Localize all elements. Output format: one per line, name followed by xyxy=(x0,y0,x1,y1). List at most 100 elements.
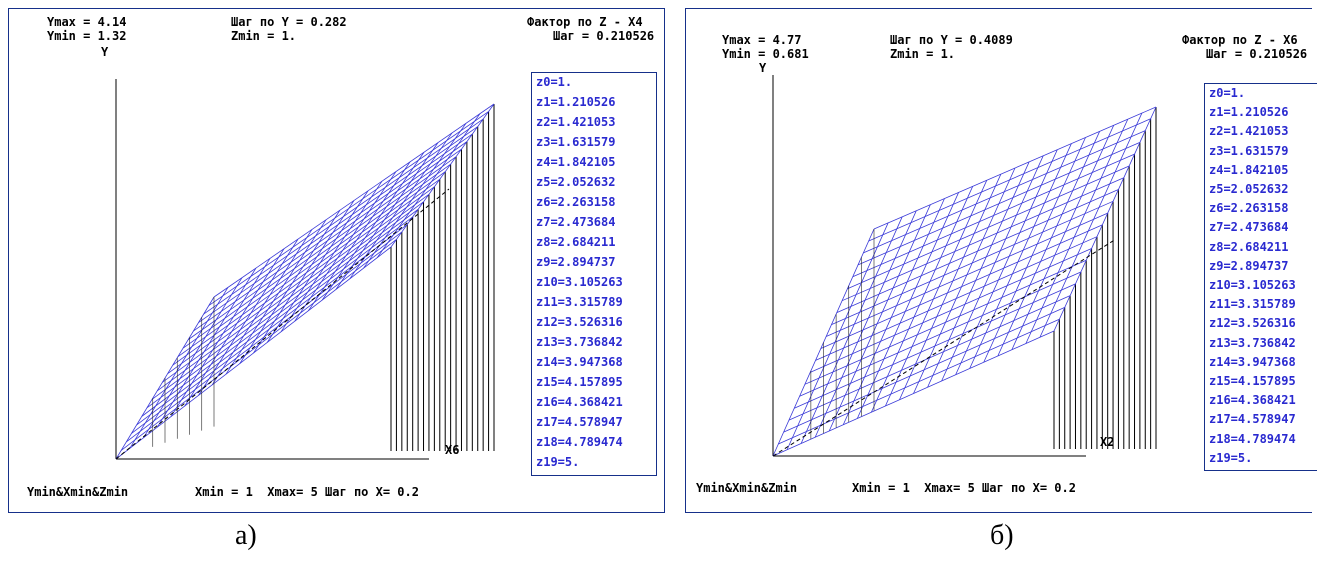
z-level-item: z18=4.789474 xyxy=(536,435,623,449)
surface-grid-line xyxy=(116,247,391,459)
z-level-item: z1=1.210526 xyxy=(536,95,615,109)
surface-grid-line xyxy=(794,284,1075,408)
z-level-item: z3=1.631579 xyxy=(536,135,615,149)
surface-grid-line xyxy=(178,157,456,357)
z-level-item: z4=1.842105 xyxy=(536,155,615,169)
z-level-item: z9=2.894737 xyxy=(1209,259,1288,273)
z-level-item: z17=4.578947 xyxy=(536,415,623,429)
surface-grid-line xyxy=(858,142,1140,264)
surface-grid-line xyxy=(185,249,284,406)
z-levels-list-a: z0=1. z1=1.210526 z2=1.421053 z3=1.631579 z4… xyxy=(531,72,657,476)
surface-grid-line xyxy=(199,127,478,323)
surface-grid-line xyxy=(281,181,382,332)
plot-panel-a: Ymax = 4.14 Ymin = 1.32 Шаг по Y = 0.282… xyxy=(8,8,665,513)
z-level-item: z12=3.526316 xyxy=(536,315,623,329)
z-level-item: z12=3.526316 xyxy=(1209,316,1296,330)
surface-grid-line xyxy=(295,172,396,322)
z-level-item: z17=4.578947 xyxy=(1209,412,1296,426)
z-level-item: z1=1.210526 xyxy=(1209,105,1288,119)
z-level-item: z11=3.315789 xyxy=(1209,297,1296,311)
surface-grid-line xyxy=(778,319,1059,444)
surface-grid-line xyxy=(956,150,1058,375)
surface-grid-line xyxy=(173,164,451,365)
surface-grid-line xyxy=(800,272,1081,396)
surface-grid-line xyxy=(843,199,944,425)
surface-grid-line xyxy=(162,179,439,382)
surface-grid-line xyxy=(157,268,256,427)
surface-grid-line xyxy=(1054,107,1156,331)
surface-grid-line xyxy=(928,162,1030,387)
z-level-item: z13=3.736842 xyxy=(1209,336,1296,350)
z-level-item: z13=3.736842 xyxy=(536,335,623,349)
surface-grid-line xyxy=(970,144,1072,369)
surface-grid-line xyxy=(942,156,1044,381)
z-level-item: z0=1. xyxy=(1209,86,1245,100)
surface-grid-line xyxy=(914,168,1016,394)
z-level-item: z8=2.684211 xyxy=(1209,240,1288,254)
z-levels-list-b: z0=1. z1=1.210526 z2=1.421053 z3=1.631579 z4… xyxy=(1204,83,1317,471)
z-level-item: z19=5. xyxy=(1209,451,1252,465)
surface-grid-line xyxy=(829,205,930,431)
surface-grid-line xyxy=(1040,113,1142,337)
surface-grid-line xyxy=(1026,119,1128,343)
surface-grid-line xyxy=(171,258,270,416)
surface-grid-line xyxy=(130,287,228,448)
z-level-item: z3=1.631579 xyxy=(1209,144,1288,158)
z-level-item: z16=4.368421 xyxy=(1209,393,1296,407)
surface-grid-line xyxy=(787,223,888,450)
z-level-item: z8=2.684211 xyxy=(536,235,615,249)
surface-grid-line xyxy=(147,202,424,408)
surface-grid-line xyxy=(869,119,1151,241)
z-level-item: z11=3.315789 xyxy=(536,295,623,309)
z-level-item: z4=1.842105 xyxy=(1209,163,1288,177)
surface-grid-line xyxy=(816,237,1097,361)
surface-grid-line xyxy=(773,331,1054,456)
surface-grid-line xyxy=(193,134,472,331)
caption-b: б) xyxy=(990,520,1014,552)
z-level-item: z10=3.105263 xyxy=(1209,278,1296,292)
z-level-item: z0=1. xyxy=(536,75,572,89)
surface-grid-line xyxy=(183,149,461,348)
z-level-item: z16=4.368421 xyxy=(536,395,623,409)
plot-panel-b: Ymax = 4.77 Ymin = 0.681 Шаг по Y = 0.40… xyxy=(685,8,1312,513)
hidden-edge-line xyxy=(116,189,449,459)
surface-grid-line xyxy=(254,201,355,354)
surface-grid-line xyxy=(784,307,1065,432)
z-level-item: z18=4.789474 xyxy=(1209,432,1296,446)
z-level-item: z5=2.052632 xyxy=(1209,182,1288,196)
z-level-item: z19=5. xyxy=(536,455,579,469)
z-level-item: z7=2.473684 xyxy=(1209,220,1288,234)
surface-grid-line xyxy=(810,248,1091,372)
surface-grid-line xyxy=(157,187,434,391)
z-level-item: z15=4.157895 xyxy=(536,375,623,389)
surface-grid-line xyxy=(874,107,1156,229)
surface-grid-line xyxy=(152,194,429,399)
z-level-item: z14=3.947368 xyxy=(536,355,623,369)
z-level-item: z2=1.421053 xyxy=(1209,124,1288,138)
z-level-item: z10=3.105263 xyxy=(536,275,623,289)
z-level-item: z14=3.947368 xyxy=(1209,355,1296,369)
surface-grid-line xyxy=(789,296,1070,421)
surface-grid-line xyxy=(826,213,1108,336)
surface-grid-line xyxy=(126,232,402,442)
surface-grid-line xyxy=(885,180,986,406)
z-level-item: z9=2.894737 xyxy=(536,255,615,269)
surface-grid-line xyxy=(168,172,446,374)
surface-grid-line xyxy=(998,131,1100,356)
z-level-item: z2=1.421053 xyxy=(536,115,615,129)
surface-grid-line xyxy=(821,225,1102,349)
z-level-item: z5=2.052632 xyxy=(536,175,615,189)
z-level-item: z6=2.263158 xyxy=(1209,201,1288,215)
surface-grid-line xyxy=(144,278,243,438)
surface-grid-line xyxy=(391,104,494,247)
surface-grid-line xyxy=(842,178,1124,301)
surface-grid-line xyxy=(805,260,1086,384)
surface-grid-line xyxy=(1012,125,1114,349)
surface-grid-line xyxy=(204,119,483,314)
surface-grid-line xyxy=(863,131,1145,253)
surface-grid-line xyxy=(899,174,1000,400)
surface-grid-line xyxy=(267,191,368,343)
surface-grid-line xyxy=(142,209,418,416)
surface-grid-line xyxy=(815,211,916,438)
surface-grid-line xyxy=(137,217,413,425)
